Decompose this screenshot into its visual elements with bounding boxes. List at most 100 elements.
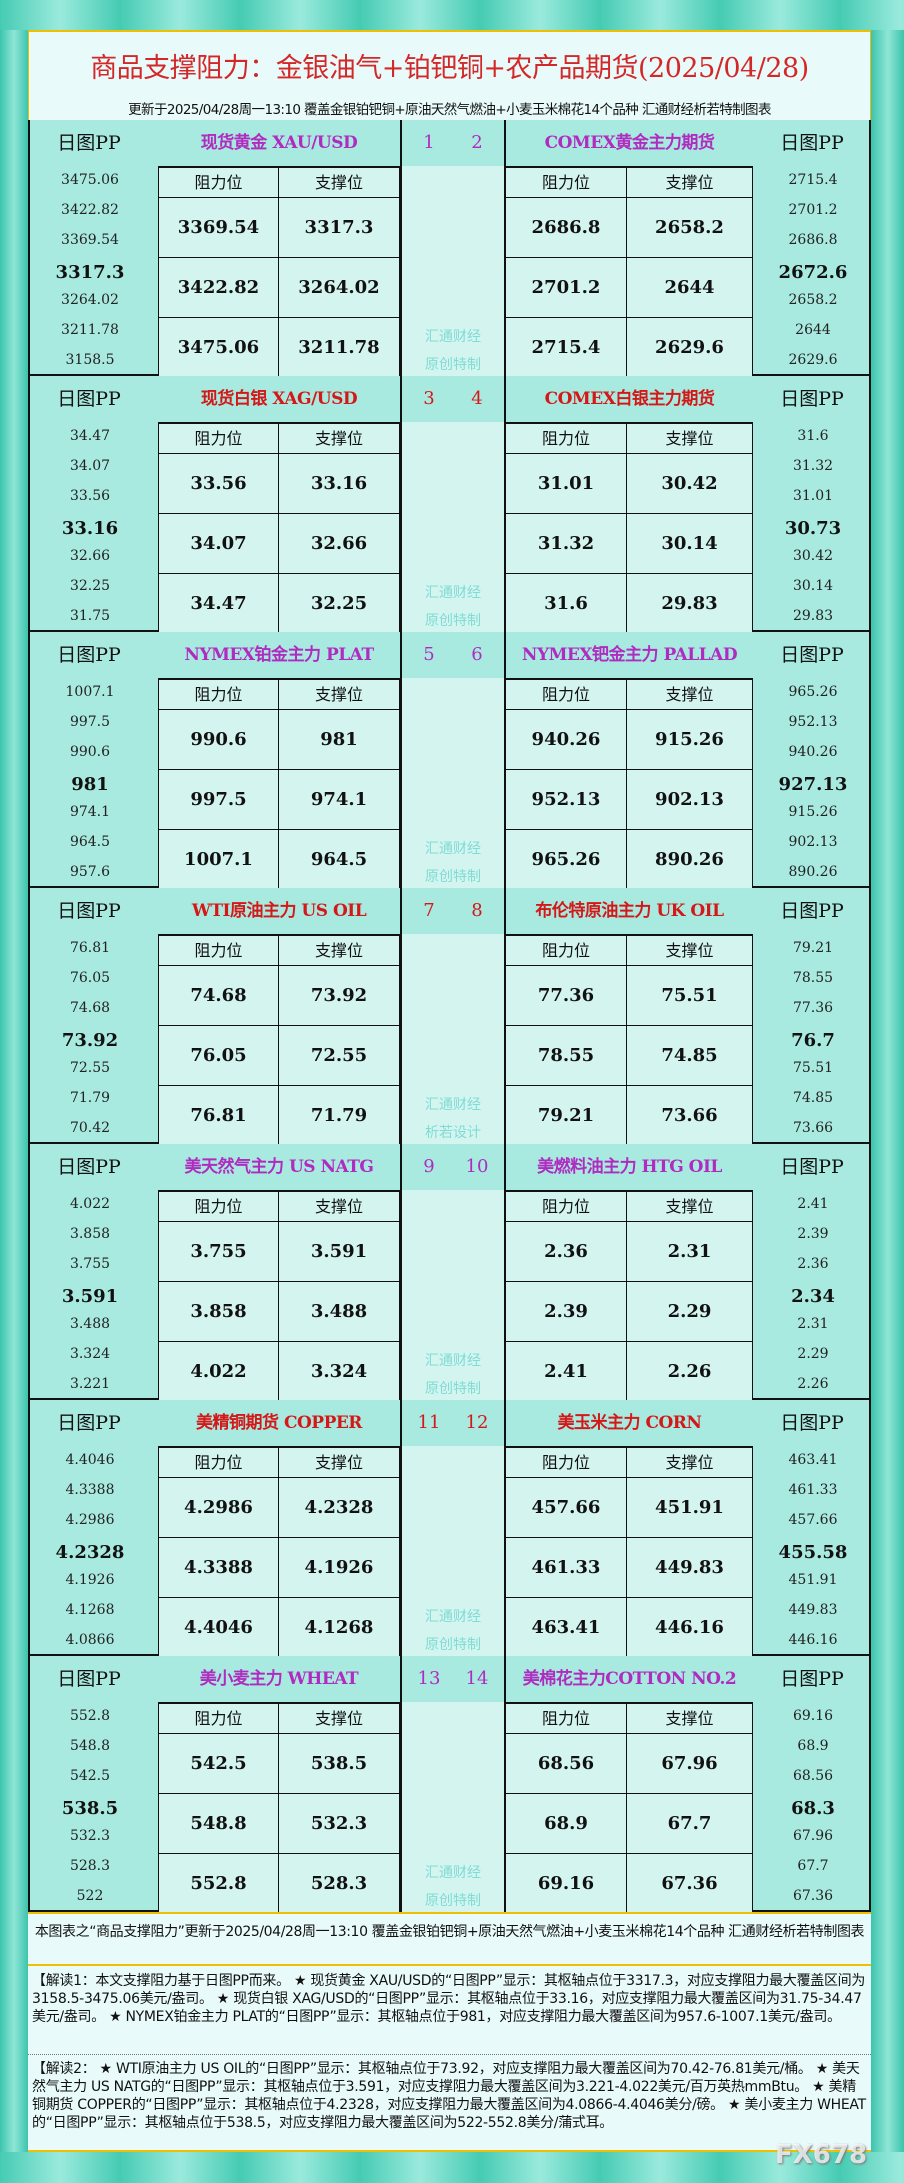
pp-header: 日图PP (780, 1156, 844, 1178)
pp-level-value: 2.29 (797, 1346, 829, 1362)
middle-header (402, 1656, 504, 1702)
pp-level-value: 33.56 (69, 488, 111, 504)
resistance-value: 31.01 (506, 454, 627, 514)
watermark-text: 原创特制 (425, 1381, 481, 1397)
watermark-text: 原创特制 (425, 1893, 481, 1909)
resistance-value: 74.68 (158, 966, 279, 1026)
pp-level-value: 890.26 (788, 864, 838, 880)
support-value: 74.85 (627, 1026, 753, 1086)
resistance-value: 997.5 (158, 770, 279, 830)
resistance-value: 34.47 (158, 574, 279, 634)
section-number-left: 5 (423, 644, 435, 665)
pivot-point-value: 981 (71, 774, 109, 795)
pp-level-value: 2629.6 (788, 352, 838, 368)
left-instrument-title: WTI原油主力 US OIL (191, 901, 367, 921)
pp-level-value: 940.26 (788, 744, 838, 760)
pp-level-value: 68.56 (792, 1768, 834, 1784)
resistance-value: 457.66 (506, 1478, 627, 1538)
support-header: 支撑位 (279, 1448, 400, 1478)
support-header: 支撑位 (279, 1192, 400, 1222)
pp-level-value: 3422.82 (61, 202, 119, 218)
left-instrument-title: NYMEX铂金主力 PLAT (184, 645, 374, 665)
left-instrument-title: 美精铜期货 COPPER (196, 1413, 362, 1433)
pivot-point-value: 76.7 (791, 1030, 835, 1051)
support-value: 75.51 (627, 966, 753, 1026)
pivot-point-value: 3317.3 (55, 262, 125, 283)
divider (28, 1964, 871, 1966)
right-instrument-title: COMEX白银主力期货 (544, 389, 715, 409)
support-value: 67.36 (627, 1854, 753, 1914)
left-levels-table: 阻力位 支撑位 4.2986 4.2328 4.3388 4.1926 4.4046 4.12… (158, 1446, 400, 1658)
section-number-left: 3 (423, 388, 435, 409)
pp-header: 日图PP (57, 644, 121, 666)
resistance-header: 阻力位 (158, 424, 279, 454)
pivot-point-value: 455.58 (778, 1542, 848, 1563)
middle-body (402, 678, 504, 888)
left-levels-table: 阻力位 支撑位 542.5 538.5 548.8 532.3 552.8 528.3 (158, 1702, 400, 1914)
support-header: 支撑位 (279, 1704, 400, 1734)
right-instrument-title: NYMEX钯金主力 PALLAD (521, 645, 738, 665)
pp-level-value: 3369.54 (61, 232, 119, 248)
support-header: 支撑位 (627, 1192, 753, 1222)
section-number-right: 8 (471, 900, 483, 921)
pivot-point-value: 30.73 (784, 518, 842, 539)
support-header: 支撑位 (627, 1448, 753, 1478)
pp-level-value: 4.0866 (65, 1632, 115, 1648)
resistance-header: 阻力位 (506, 1448, 627, 1478)
resistance-value: 3422.82 (158, 258, 279, 318)
right-instrument-title: 美玉米主力 CORN (557, 1413, 702, 1433)
pp-header: 日图PP (57, 1156, 121, 1178)
middle-header (402, 1400, 504, 1446)
pp-level-value: 552.8 (69, 1708, 111, 1724)
pp-header: 日图PP (57, 1412, 121, 1434)
middle-header (402, 632, 504, 678)
support-value: 2.29 (627, 1282, 753, 1342)
pp-level-value: 4.022 (69, 1196, 111, 1212)
pp-level-value: 34.47 (69, 428, 111, 444)
section-number-left: 7 (423, 900, 435, 921)
support-value: 3264.02 (279, 258, 400, 318)
commodity-section: 日图PP 现货白银 XAG/USD 34.47 34.07 33.56 33.16 32.6… (28, 376, 871, 634)
watermark-text: 汇通财经 (425, 1097, 481, 1113)
support-value: 3211.78 (279, 318, 400, 378)
pp-level-value: 2.41 (797, 1196, 829, 1212)
pp-level-value: 461.33 (788, 1482, 838, 1498)
watermark-text: 汇通财经 (425, 1353, 481, 1369)
section-number-right: 4 (471, 388, 483, 409)
support-header: 支撑位 (279, 936, 400, 966)
watermark-text: 汇通财经 (425, 1609, 481, 1625)
pp-level-value: 2.26 (797, 1376, 829, 1392)
footer-note: 本图表之“商品支撑阻力”更新于2025/04/28周一13:10 覆盖金银铂钯铜… (34, 1924, 865, 1940)
middle-header (402, 888, 504, 934)
pp-level-value: 4.2986 (65, 1512, 115, 1528)
support-value: 902.13 (627, 770, 753, 830)
resistance-header: 阻力位 (158, 168, 279, 198)
support-value: 446.16 (627, 1598, 753, 1658)
resistance-value: 2.39 (506, 1282, 627, 1342)
support-value: 528.3 (279, 1854, 400, 1914)
pp-level-value: 78.55 (792, 970, 834, 986)
pp-level-value: 3.221 (69, 1376, 111, 1392)
commodity-section: 日图PP 美精铜期货 COPPER 4.4046 4.3388 4.2986 4.2328… (28, 1400, 871, 1658)
resistance-value: 34.07 (158, 514, 279, 574)
right-levels-table: 阻力位 支撑位 77.36 75.51 78.55 74.85 79.21 73.66 (506, 934, 753, 1146)
support-value: 73.66 (627, 1086, 753, 1146)
support-header: 支撑位 (627, 168, 753, 198)
resistance-value: 76.05 (158, 1026, 279, 1086)
watermark-text: 原创特制 (425, 1637, 481, 1653)
pp-level-value: 449.83 (788, 1602, 838, 1618)
support-value: 2644 (627, 258, 753, 318)
pp-level-value: 2.39 (797, 1226, 829, 1242)
commodity-section: 日图PP 现货黄金 XAU/USD 3475.06 3422.82 3369.54 331… (28, 120, 871, 378)
section-number-right: 10 (465, 1156, 489, 1177)
pp-level-value: 451.91 (788, 1572, 838, 1588)
right-levels-table: 阻力位 支撑位 68.56 67.96 68.9 67.7 69.16 67.36 (506, 1702, 753, 1914)
right-levels-table: 阻力位 支撑位 457.66 451.91 461.33 449.83 463.41 446.… (506, 1446, 753, 1658)
middle-header (402, 1144, 504, 1190)
pp-header: 日图PP (57, 1668, 121, 1690)
support-header: 支撑位 (279, 680, 400, 710)
watermark-text: 汇通财经 (425, 841, 481, 857)
middle-body (402, 1702, 504, 1912)
pp-level-value: 974.1 (69, 804, 111, 820)
resistance-value: 2.36 (506, 1222, 627, 1282)
